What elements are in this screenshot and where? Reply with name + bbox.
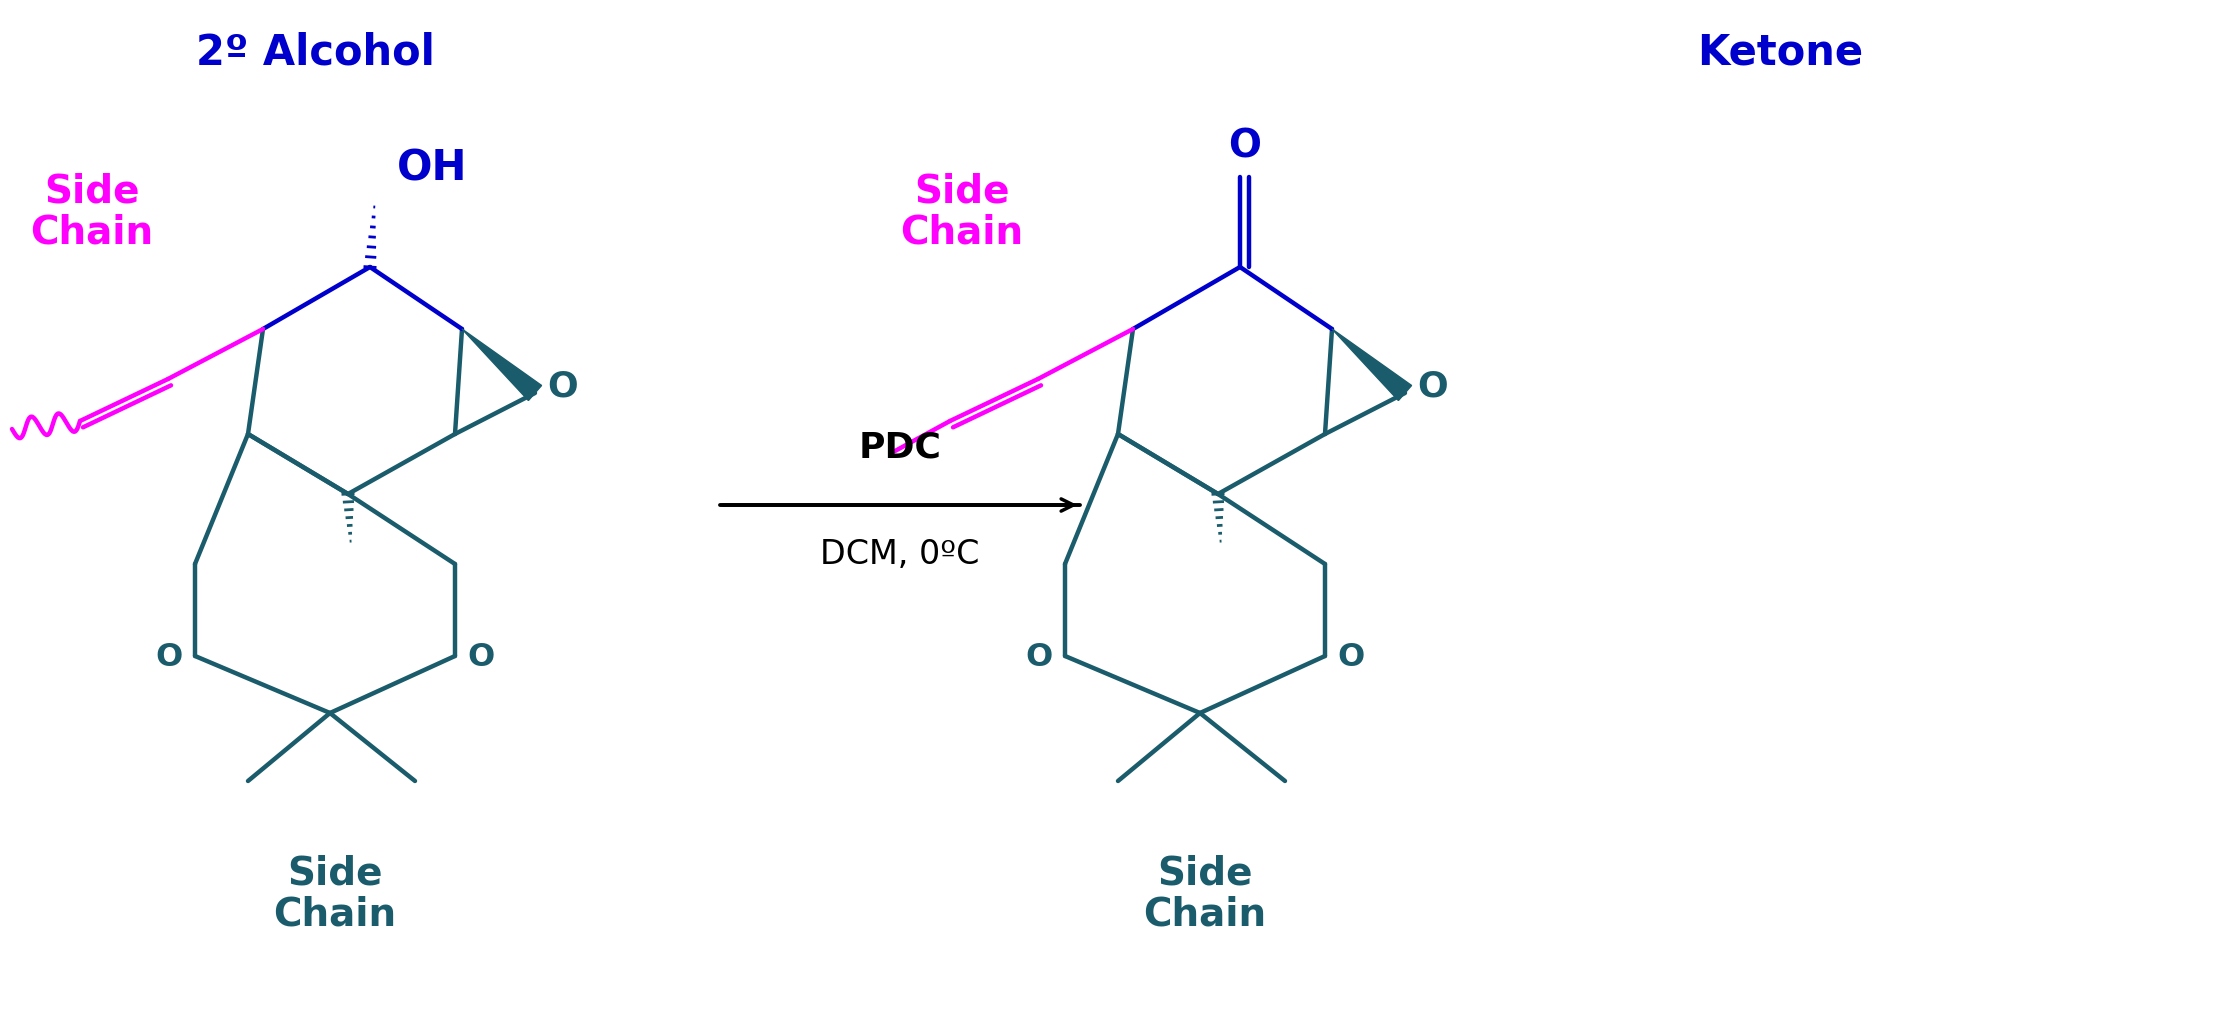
Text: Side
Chain: Side Chain (901, 172, 1025, 252)
Text: O: O (547, 369, 578, 402)
Text: Side
Chain: Side Chain (1144, 853, 1266, 932)
Text: O: O (1025, 641, 1053, 672)
Text: OH: OH (396, 147, 467, 189)
Polygon shape (1332, 330, 1412, 401)
Text: O: O (1228, 126, 1261, 165)
Text: DCM, 0ºC: DCM, 0ºC (821, 537, 980, 570)
Text: PDC: PDC (859, 430, 941, 463)
Polygon shape (463, 330, 542, 401)
Text: O: O (155, 641, 184, 672)
Text: Ketone: Ketone (1697, 31, 1863, 73)
Text: O: O (1419, 369, 1447, 402)
Text: O: O (1337, 641, 1365, 672)
Text: O: O (467, 641, 496, 672)
Text: 2º Alcohol: 2º Alcohol (195, 31, 434, 73)
Text: Side
Chain: Side Chain (31, 172, 153, 252)
Text: Side
Chain: Side Chain (274, 853, 396, 932)
